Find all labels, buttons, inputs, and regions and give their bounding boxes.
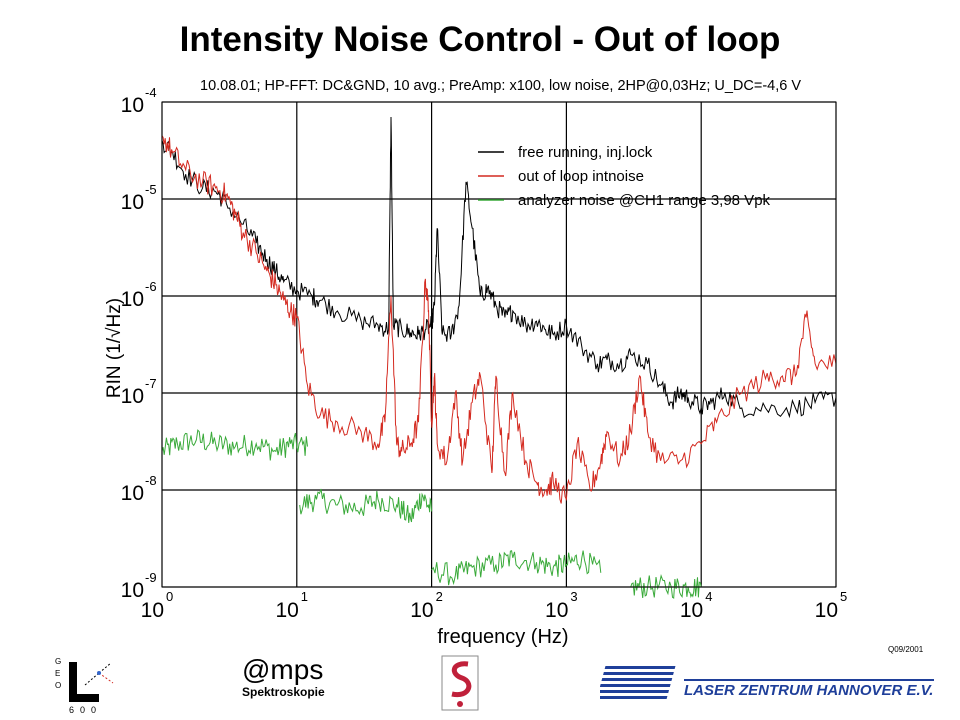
mps-subtitle: Spektroskopie — [242, 685, 325, 699]
lzh-rule — [684, 679, 934, 681]
x-axis-label: frequency (Hz) — [437, 626, 568, 648]
legend-label: analyzer noise @CH1 range 3,98 Vpk — [518, 192, 771, 209]
x-tick-base: 10 — [141, 599, 164, 622]
y-tick-base: 10 — [121, 482, 144, 505]
y-tick-exponent: -9 — [145, 570, 157, 585]
geo-l-shape — [69, 662, 77, 702]
geo-letter-o: O — [55, 681, 62, 690]
geo-letter-g: G — [55, 657, 62, 666]
crest-icon — [441, 655, 479, 711]
y-tick-label: 10-8 — [121, 473, 157, 505]
y-tick-base: 10 — [121, 94, 144, 117]
mps-logo: @mps Spektroskopie — [242, 655, 342, 705]
x-tick-base: 10 — [545, 599, 568, 622]
y-tick-exponent: -6 — [145, 279, 157, 294]
x-tick-exponent: 1 — [301, 589, 308, 604]
chart-subtitle: 10.08.01; HP-FFT: DC&GND, 10 avg.; PreAm… — [200, 78, 802, 94]
x-tick-exponent: 2 — [436, 589, 443, 604]
x-tick-exponent: 0 — [166, 589, 173, 604]
y-tick-label: 10-5 — [121, 182, 157, 214]
series-line-out-of-loop — [161, 135, 837, 504]
x-tick-base: 10 — [815, 599, 838, 622]
interferometer-icon — [84, 662, 114, 686]
chart-series — [161, 116, 837, 599]
x-tick-label: 101 — [275, 589, 308, 622]
lzh-name: LASER ZENTRUM HANNOVER E.V. — [684, 682, 934, 699]
y-tick-label: 10-7 — [121, 376, 157, 408]
x-tick-base: 10 — [275, 599, 298, 622]
chart-legend: free running, inj.lock out of loop intnoi… — [478, 144, 771, 209]
x-tick-exponent: 3 — [570, 589, 577, 604]
y-tick-base: 10 — [121, 385, 144, 408]
y-tick-label: 10-9 — [121, 570, 157, 602]
legend-label: out of loop intnoise — [518, 168, 644, 185]
x-tick-base: 10 — [680, 599, 703, 622]
page-title: Intensity Noise Control - Out of loop — [179, 20, 781, 59]
x-tick-label: 103 — [545, 589, 578, 622]
x-tick-label: 104 — [680, 589, 713, 622]
y-tick-exponent: -5 — [145, 182, 157, 197]
crest-logo — [440, 654, 480, 714]
series-line-analyzer-noise — [431, 550, 602, 586]
y-axis-label: RIN (1/√Hz) — [104, 298, 125, 398]
series-line-free-running — [161, 116, 837, 419]
geo-l-base — [69, 694, 99, 702]
series-line-analyzer-noise — [161, 429, 308, 461]
y-tick-base: 10 — [121, 288, 144, 311]
y-tick-exponent: -7 — [145, 376, 157, 391]
legend-label: free running, inj.lock — [518, 144, 653, 161]
geo-number: 600 — [69, 705, 103, 715]
geo600-logo: G E O 600 — [55, 657, 125, 715]
lzh-mark-icon — [600, 666, 676, 699]
x-tick-label: 105 — [815, 589, 848, 622]
y-tick-label: 10-6 — [121, 279, 157, 311]
x-tick-exponent: 4 — [705, 589, 712, 604]
y-tick-label: 10-4 — [121, 85, 157, 117]
x-tick-base: 10 — [410, 599, 433, 622]
plot-frame — [161, 101, 837, 588]
series-line-analyzer-noise — [299, 488, 433, 523]
x-tick-exponent: 5 — [840, 589, 847, 604]
geo-letter-e: E — [55, 669, 61, 678]
y-tick-base: 10 — [121, 191, 144, 214]
mps-wordmark: @mps — [242, 654, 324, 685]
x-tick-label: 102 — [410, 589, 443, 622]
x-tick-label: 100 — [141, 589, 174, 622]
y-tick-exponent: -4 — [145, 85, 157, 100]
document-code: Q09/2001 — [888, 645, 924, 654]
lzh-logo: LASER ZENTRUM HANNOVER E.V. — [600, 664, 940, 708]
y-tick-exponent: -8 — [145, 473, 157, 488]
axis-ticks: 10010110210310410510-410-510-610-710-810… — [121, 85, 848, 622]
chart-grid — [161, 101, 837, 588]
y-tick-base: 10 — [121, 579, 144, 602]
